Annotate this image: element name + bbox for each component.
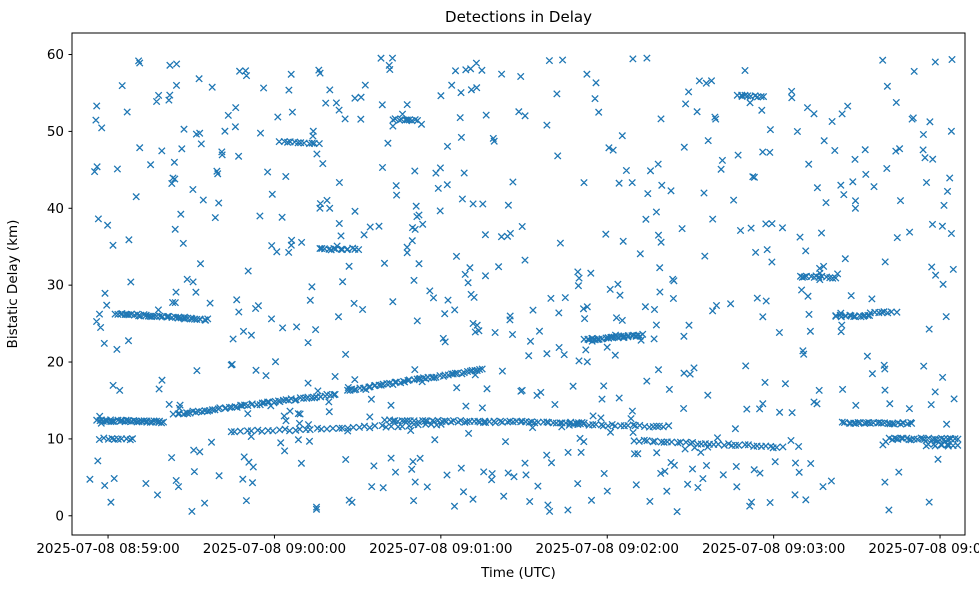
scatter-markers [86, 54, 962, 516]
plot-area: 2025-07-08 08:59:00 2025-07-08 09:00:00 20… [36, 32, 979, 557]
y-tick-label: 40 [47, 201, 64, 217]
y-tick-label: 60 [47, 47, 64, 63]
x-tick-label: 2025-07-08 09:04:00 [868, 541, 979, 557]
y-axis-label: Bistatic Delay (km) [5, 220, 21, 349]
y-tick-label: 0 [55, 508, 64, 524]
x-axis-label: Time (UTC) [480, 565, 556, 581]
axes-spines [71, 32, 966, 536]
x-tick-label: 2025-07-08 09:02:00 [536, 541, 679, 557]
x-axis-ticks: 2025-07-08 08:59:00 2025-07-08 09:00:00 20… [36, 535, 979, 557]
y-axis-ticks: 0 10 20 30 40 50 60 [47, 47, 72, 524]
data-points [86, 54, 962, 516]
y-tick-label: 10 [47, 431, 64, 447]
x-tick-label: 2025-07-08 09:01:00 [369, 541, 512, 557]
chart-title: Detections in Delay [445, 8, 592, 26]
x-tick-label: 2025-07-08 08:59:00 [36, 541, 179, 557]
y-tick-label: 30 [47, 278, 64, 294]
x-tick-label: 2025-07-08 09:03:00 [702, 541, 845, 557]
y-tick-label: 50 [47, 124, 64, 140]
y-tick-label: 20 [47, 355, 64, 371]
x-tick-label: 2025-07-08 09:00:00 [203, 541, 346, 557]
